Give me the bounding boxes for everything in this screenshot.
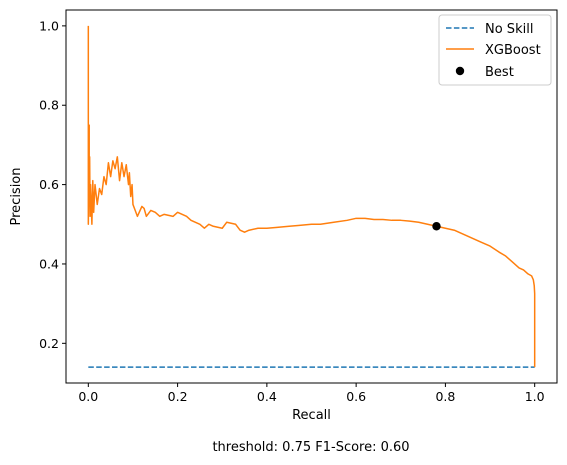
- legend-xgboost-label: XGBoost: [485, 43, 541, 58]
- x-tick-label: 0.8: [435, 389, 455, 404]
- legend-best-label: Best: [485, 65, 514, 80]
- legend: No Skill XGBoost Best: [438, 14, 552, 86]
- x-axis-label: Recall: [292, 408, 331, 423]
- y-tick-label: 0.4: [39, 256, 59, 271]
- x-tick-label: 0.4: [257, 389, 277, 404]
- y-tick-label: 0.8: [39, 98, 59, 113]
- y-axis-ticks: 0.2 0.4 0.6 0.8 1.0: [39, 18, 66, 351]
- y-tick-label: 1.0: [39, 18, 59, 33]
- y-axis-label: Precision: [9, 167, 24, 225]
- y-tick-label: 0.2: [39, 336, 59, 351]
- series-line-xgboost: [87, 25, 536, 368]
- legend-no-skill-label: No Skill: [485, 22, 533, 37]
- x-tick-label: 1.0: [525, 389, 545, 404]
- x-tick-label: 0.6: [346, 389, 366, 404]
- x-axis-ticks: 0.0 0.2 0.4 0.6 0.8 1.0: [78, 383, 545, 404]
- y-tick-label: 0.6: [39, 177, 59, 192]
- legend-box: [438, 14, 552, 86]
- legend-best-swatch: [455, 66, 465, 76]
- best-point-marker: [432, 222, 441, 231]
- chart-caption: threshold: 0.75 F1-Score: 0.60: [212, 440, 409, 455]
- x-tick-label: 0.2: [168, 389, 188, 404]
- series-layer: [87, 25, 536, 368]
- plot-frame: [65, 9, 558, 384]
- x-tick-label: 0.0: [78, 389, 98, 404]
